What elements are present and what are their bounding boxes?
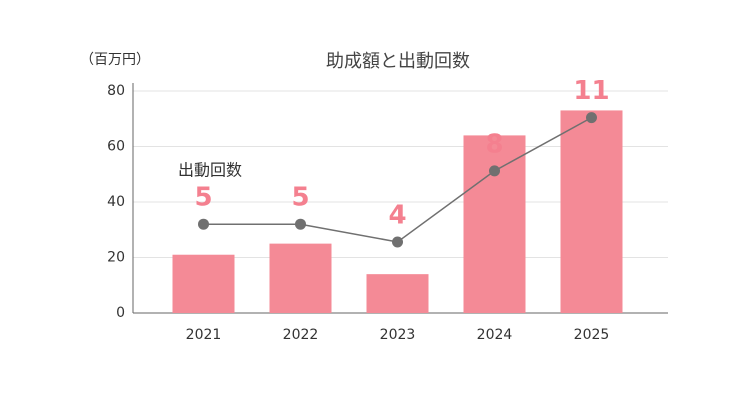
y-tick-label: 60 <box>107 139 125 155</box>
x-tick-label: 2024 <box>477 327 513 343</box>
x-tick-label: 2025 <box>574 327 610 343</box>
bar <box>463 135 526 313</box>
value-label: 4 <box>388 200 406 230</box>
y-tick-label: 0 <box>116 305 125 321</box>
value-label: 5 <box>291 183 309 213</box>
line-point <box>586 112 597 124</box>
y-tick-label: 40 <box>107 194 125 210</box>
line-point <box>295 218 306 230</box>
bar <box>269 243 332 313</box>
bar <box>560 110 623 313</box>
value-label: 5 <box>194 183 212 213</box>
line-point <box>392 236 403 248</box>
value-label: 8 <box>485 129 503 159</box>
bar <box>172 254 235 313</box>
line-point <box>198 218 209 230</box>
y-axis-label: （百万円） <box>80 52 150 68</box>
x-tick-label: 2023 <box>380 327 416 343</box>
line-label: 出動回数 <box>178 161 242 180</box>
x-tick-label: 2022 <box>283 327 319 343</box>
y-tick-label: 20 <box>107 250 125 266</box>
line-point <box>489 165 500 177</box>
chart-title: 助成額と出動回数 <box>326 51 470 72</box>
value-label: 11 <box>573 76 609 106</box>
y-tick-label: 80 <box>107 83 125 99</box>
bar <box>366 274 429 313</box>
x-tick-label: 2021 <box>186 327 222 343</box>
